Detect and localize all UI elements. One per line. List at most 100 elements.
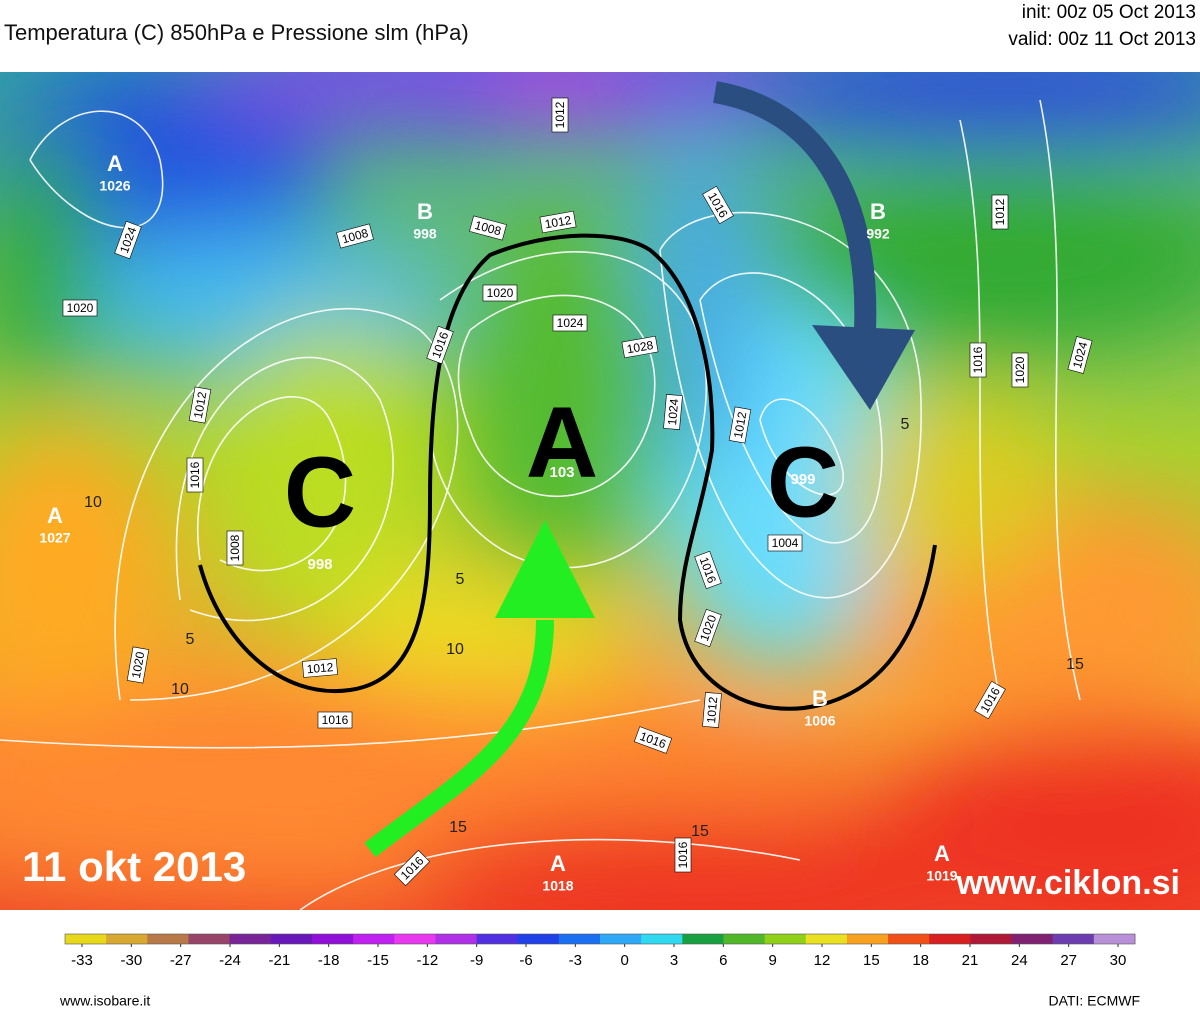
colorbar-tick-label: 24 xyxy=(1011,952,1028,969)
colorbar-tick-label: -15 xyxy=(367,952,389,969)
isobar-value: 1008 xyxy=(228,534,242,561)
colorbar-segment xyxy=(311,934,354,944)
isobar-label: 1008 xyxy=(336,223,374,249)
field-blob xyxy=(770,170,1200,350)
isobar-label: 1012 xyxy=(551,97,569,133)
colorbar-segment xyxy=(600,934,642,944)
isobar-label: 1020 xyxy=(694,608,722,648)
valid-time: valid: 00z 11 Oct 2013 xyxy=(1008,29,1196,50)
colorbar-segment xyxy=(394,934,436,944)
colorbar-segment xyxy=(476,934,519,944)
isobar-value: 1012 xyxy=(544,213,573,231)
center-letter: A xyxy=(934,841,950,866)
colorbar-segment xyxy=(435,934,478,944)
colorbar-tick-label: 12 xyxy=(814,952,831,969)
colorbar-tick-label: -24 xyxy=(219,952,241,969)
label-box xyxy=(114,220,142,260)
center-letter: A xyxy=(550,851,566,876)
isobar-value: 1012 xyxy=(704,696,720,724)
center-pressure: 998 xyxy=(307,556,332,573)
colorbar-tick-label: 18 xyxy=(912,952,929,969)
colorbar-segment xyxy=(353,934,395,944)
isobar-value: 1008 xyxy=(473,218,503,239)
isobar-value: 1016 xyxy=(322,713,349,727)
label-box xyxy=(539,210,577,234)
label-box xyxy=(551,97,569,133)
isobar-label: 1016 xyxy=(674,837,692,873)
center-letter: B xyxy=(870,199,886,224)
isobar-value: 1012 xyxy=(553,101,567,128)
isobar-value: 1012 xyxy=(731,410,749,439)
isobar-value: 1020 xyxy=(1013,356,1027,383)
isobar-label: 1020 xyxy=(482,284,518,302)
colorbar-segment xyxy=(970,934,1013,944)
label-box xyxy=(1067,336,1093,374)
field-blob xyxy=(900,720,1200,910)
colorbar-segment xyxy=(764,934,807,944)
colorbar-frame xyxy=(64,933,1136,945)
isobar-value: 1020 xyxy=(129,650,147,679)
isobars xyxy=(0,99,1081,910)
init-time: init: 00z 05 Oct 2013 xyxy=(1022,2,1196,23)
label-box xyxy=(188,386,212,424)
colorbar-segment xyxy=(723,934,766,944)
isobar-label: 1016 xyxy=(633,726,673,754)
label-box xyxy=(186,457,204,493)
label-box xyxy=(674,837,692,873)
isobar-label: 1012 xyxy=(539,210,577,234)
colorbar-tick-label: -9 xyxy=(470,952,483,969)
footer-left: www.isobare.it xyxy=(59,993,150,1009)
colorbar-tick-label: -27 xyxy=(170,952,192,969)
isobar-label: 1016 xyxy=(969,342,987,378)
center-letter: B xyxy=(417,199,433,224)
field-blob xyxy=(330,570,630,690)
footer-right: DATI: ECMWF xyxy=(1048,993,1140,1009)
center-letter: A xyxy=(47,503,63,528)
isobar xyxy=(0,699,701,749)
isobar xyxy=(197,396,347,572)
isobar-label: 1020 xyxy=(126,646,150,684)
colorbar-tick-label: 27 xyxy=(1060,952,1077,969)
colorbar-segment xyxy=(641,934,683,944)
label-box xyxy=(702,692,722,728)
field-blob xyxy=(400,810,1000,910)
temperature-value: 10 xyxy=(446,641,464,658)
blue-arrow xyxy=(713,81,877,331)
temperature-value: 5 xyxy=(456,571,465,588)
center-pressure: 1018 xyxy=(542,878,573,894)
label-box xyxy=(663,394,683,430)
isobar-value: 1012 xyxy=(306,660,334,676)
isobar-value: 1012 xyxy=(191,390,209,419)
isobar-label: 1012 xyxy=(991,194,1009,230)
center-pressure: 999 xyxy=(790,471,815,488)
label-box xyxy=(469,215,507,241)
center-pressure: 998 xyxy=(413,226,437,242)
temperature-value: 10 xyxy=(84,494,102,511)
temperature-value: 15 xyxy=(449,819,467,836)
field-blob xyxy=(450,210,670,590)
colorbar: -33 -30 -27 -24 -21 -18 -15 -12 -9 -6 -3 0 3 6 9 12 15 18… xyxy=(64,933,1136,969)
temperature-value: 15 xyxy=(1066,656,1084,673)
isobar-label: 1008 xyxy=(469,215,507,241)
isobar-label: 1024 xyxy=(552,314,588,332)
colorbar-tick-label: -3 xyxy=(569,952,582,969)
colorbar-segment xyxy=(517,934,560,944)
field-blob xyxy=(210,320,450,640)
colorbar-segment xyxy=(888,934,930,944)
center-pressure: 1026 xyxy=(99,178,130,194)
center-pressure: 992 xyxy=(866,226,890,242)
label-box xyxy=(974,680,1006,720)
field-blob xyxy=(500,72,620,120)
colorbar-tick-label: 6 xyxy=(719,952,727,969)
label-box xyxy=(991,194,1009,230)
isobar-label: 1024 xyxy=(114,220,142,260)
colorbar-tick-label: -12 xyxy=(416,952,438,969)
label-box xyxy=(426,325,454,365)
isobar xyxy=(29,110,164,229)
isobar-label: 1016 xyxy=(426,325,454,365)
label-box xyxy=(226,530,244,566)
label-box xyxy=(126,646,150,684)
isobar-label: 1008 xyxy=(226,530,244,566)
map: A 1026 B 998 B 992 A 1027 A 1018 A 1019 B 1006 998 C 103… xyxy=(0,72,1200,910)
